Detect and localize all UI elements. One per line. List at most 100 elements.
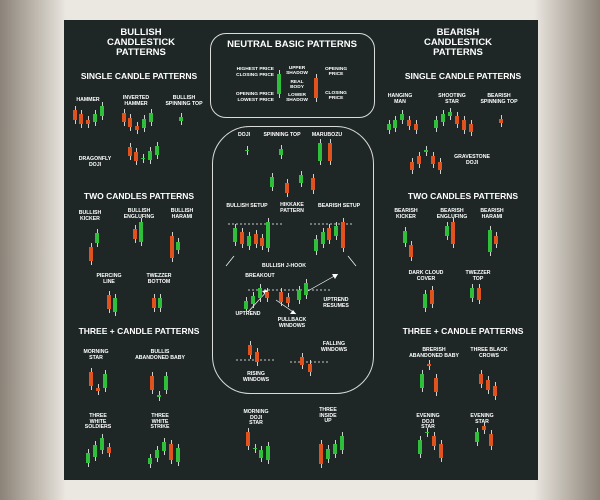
candle-body	[247, 236, 251, 246]
label-doji: DOJI	[237, 132, 251, 138]
candle-body	[319, 444, 323, 464]
label-spinning-top: SPINNING TOP	[263, 132, 301, 138]
label-tweezer-top: TWEZZER TOP	[465, 270, 491, 282]
candle-body	[251, 296, 255, 304]
candle-body	[417, 156, 421, 164]
candle-body	[445, 226, 449, 236]
candle-body	[430, 290, 434, 304]
candle-body	[266, 446, 270, 460]
label-tweezer-bottom: TWEZZER BOTTOM	[146, 273, 172, 285]
candle-body	[482, 426, 486, 430]
label-bullish-harami: BULLISH HARAMI	[170, 208, 194, 220]
candle-body	[107, 295, 111, 309]
label-opening-price-2: OPENING PRICE	[324, 67, 348, 78]
candle-body	[300, 357, 304, 365]
candle-body	[248, 345, 252, 355]
label-bullish-kicker: BULLISH KICKER	[78, 210, 102, 222]
label-three-white-soldiers: THREE WHITE SOLDIERS	[84, 413, 112, 431]
candle-body	[479, 374, 483, 384]
candle-body	[266, 222, 270, 248]
label-dark-cloud-cover: DARK CLOUD COVER	[408, 270, 444, 282]
candle-body	[499, 119, 503, 123]
candle-body	[170, 236, 174, 258]
candle-body	[233, 228, 237, 242]
candle-body	[420, 374, 424, 388]
candle-body	[240, 232, 244, 244]
label-pullback-windows: PULLBACK WINDOWS	[277, 317, 307, 329]
label-rising-windows: RISING WINDOWS	[242, 371, 270, 383]
candle-body	[141, 158, 145, 159]
candle-body	[418, 440, 422, 454]
candle-body	[103, 374, 107, 388]
label-bearish-engulfing: BEARISH ENGLUFING	[436, 208, 468, 220]
candle-body	[113, 298, 117, 312]
bearish-single-heading: SINGLE CANDLE PATTERNS	[404, 71, 522, 81]
candle-body	[79, 114, 83, 124]
label-uptrend-resumes: UPTREND RESUMES	[323, 297, 349, 309]
label-bearish-spinning-top: BEARISH SPINNING TOP	[480, 93, 518, 105]
candle-body	[279, 149, 283, 155]
candle-body	[258, 288, 262, 298]
candle-body	[334, 226, 338, 236]
candle-body	[133, 229, 137, 239]
label-inverted-hammer: INVERTED HAMMER	[122, 95, 150, 107]
neutral-title: NEUTRAL BASIC PATTERNS	[227, 39, 357, 50]
candle-body	[128, 147, 132, 156]
candle-body	[321, 232, 325, 244]
candle-body	[86, 453, 90, 463]
candle-body	[149, 113, 153, 122]
candle-body	[128, 118, 132, 127]
candle-body	[318, 143, 322, 161]
candle-body	[100, 106, 104, 116]
label-shooting-star: SHOOTING STAR	[438, 93, 466, 105]
candle-body	[285, 183, 289, 193]
label-dragonfly-doji: DRAGONFLY DOJI	[78, 156, 112, 168]
candle-body	[314, 78, 318, 98]
candle-body	[176, 242, 180, 250]
candle-body	[142, 119, 146, 128]
candle-body	[488, 230, 492, 252]
bullish-three-heading: THREE + CANDLE PATTERNS	[78, 326, 200, 336]
candle-body	[270, 177, 274, 187]
candle-body	[286, 297, 290, 303]
label-bearish-kicker: BEARISH KICKER	[394, 208, 418, 220]
candle-body	[304, 283, 308, 295]
candle-body	[438, 162, 442, 170]
label-bearish-abandoned-baby: BRERISH ABANDONED BABY	[409, 347, 459, 359]
label-bullish-j-hook: BULLISH J-HOOK	[261, 263, 307, 269]
label-three-inside-up: THREE INSIDE UP	[319, 407, 337, 425]
candle-body	[414, 124, 418, 130]
candle-body	[245, 150, 249, 151]
candle-body	[244, 301, 248, 309]
bullish-two-heading: TWO CANDLES PATTERNS	[83, 191, 195, 201]
candle-body	[253, 448, 257, 449]
candle-body	[407, 120, 411, 126]
label-bullish-abandoned-baby: BULLIS ABANDONED BABY	[135, 349, 185, 361]
candle-body	[135, 126, 139, 130]
candle-body	[308, 364, 312, 372]
candle-body	[441, 114, 445, 122]
candle-body	[246, 432, 250, 446]
label-hanging-man: HANGING MAN	[387, 93, 413, 105]
candle-body	[279, 292, 283, 302]
candle-body	[93, 114, 97, 122]
label-morning-star: MORNING STAR	[83, 349, 109, 361]
bullish-single-heading: SINGLE CANDLE PATTERNS	[80, 71, 198, 81]
label-three-white-strike: THREE WHITE STRIKE	[150, 413, 170, 431]
candle-body	[432, 436, 436, 446]
candle-body	[427, 364, 431, 366]
candle-body	[157, 395, 161, 397]
candle-body	[89, 372, 93, 386]
candle-body	[162, 442, 166, 451]
candle-body	[470, 288, 474, 298]
label-falling-windows: FALLING WINDOWS	[320, 341, 348, 353]
label-evening-doji-star: EVENING DOJI STAR	[416, 413, 440, 431]
candle-body	[148, 151, 152, 160]
candle-body	[423, 294, 427, 308]
candle-body	[152, 298, 156, 308]
label-bullish-engulfing: BULLISH ENGLUFING	[123, 208, 155, 220]
candle-body	[311, 178, 315, 190]
candle-body	[255, 352, 259, 362]
label-opening-price: OPENING PRICE	[235, 92, 274, 97]
candle-body	[148, 458, 152, 464]
